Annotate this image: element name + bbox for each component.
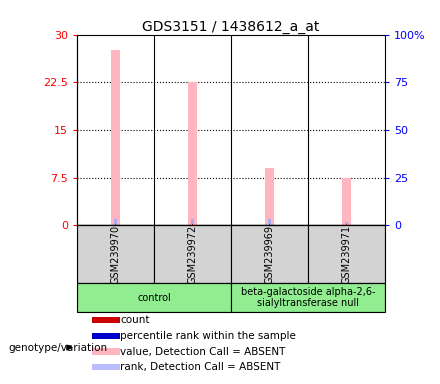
Bar xyxy=(77,283,231,312)
Text: GSM239970: GSM239970 xyxy=(110,225,121,284)
Bar xyxy=(191,219,194,225)
Bar xyxy=(92,317,120,323)
Text: percentile rank within the sample: percentile rank within the sample xyxy=(120,331,296,341)
Title: GDS3151 / 1438612_a_at: GDS3151 / 1438612_a_at xyxy=(142,20,320,33)
Text: value, Detection Call = ABSENT: value, Detection Call = ABSENT xyxy=(120,346,286,356)
Text: GSM239969: GSM239969 xyxy=(264,225,275,284)
Text: rank, Detection Call = ABSENT: rank, Detection Call = ABSENT xyxy=(120,362,280,372)
Bar xyxy=(111,50,120,225)
Text: genotype/variation: genotype/variation xyxy=(9,343,108,353)
Bar xyxy=(345,222,348,225)
Bar xyxy=(92,333,120,339)
Bar xyxy=(342,178,351,225)
Bar xyxy=(92,364,120,370)
Bar xyxy=(268,219,271,225)
Text: GSM239972: GSM239972 xyxy=(187,225,198,284)
Bar xyxy=(114,219,117,225)
Bar xyxy=(188,82,197,225)
Bar xyxy=(231,283,385,312)
Text: GSM239971: GSM239971 xyxy=(341,225,352,284)
Bar xyxy=(154,225,231,283)
Text: count: count xyxy=(120,315,150,325)
Bar xyxy=(92,348,120,354)
Bar xyxy=(231,225,308,283)
Bar xyxy=(77,225,154,283)
Text: beta-galactoside alpha-2,6-
sialyltransferase null: beta-galactoside alpha-2,6- sialyltransf… xyxy=(241,287,375,308)
Bar xyxy=(265,168,274,225)
Text: control: control xyxy=(137,293,171,303)
Bar xyxy=(308,225,385,283)
